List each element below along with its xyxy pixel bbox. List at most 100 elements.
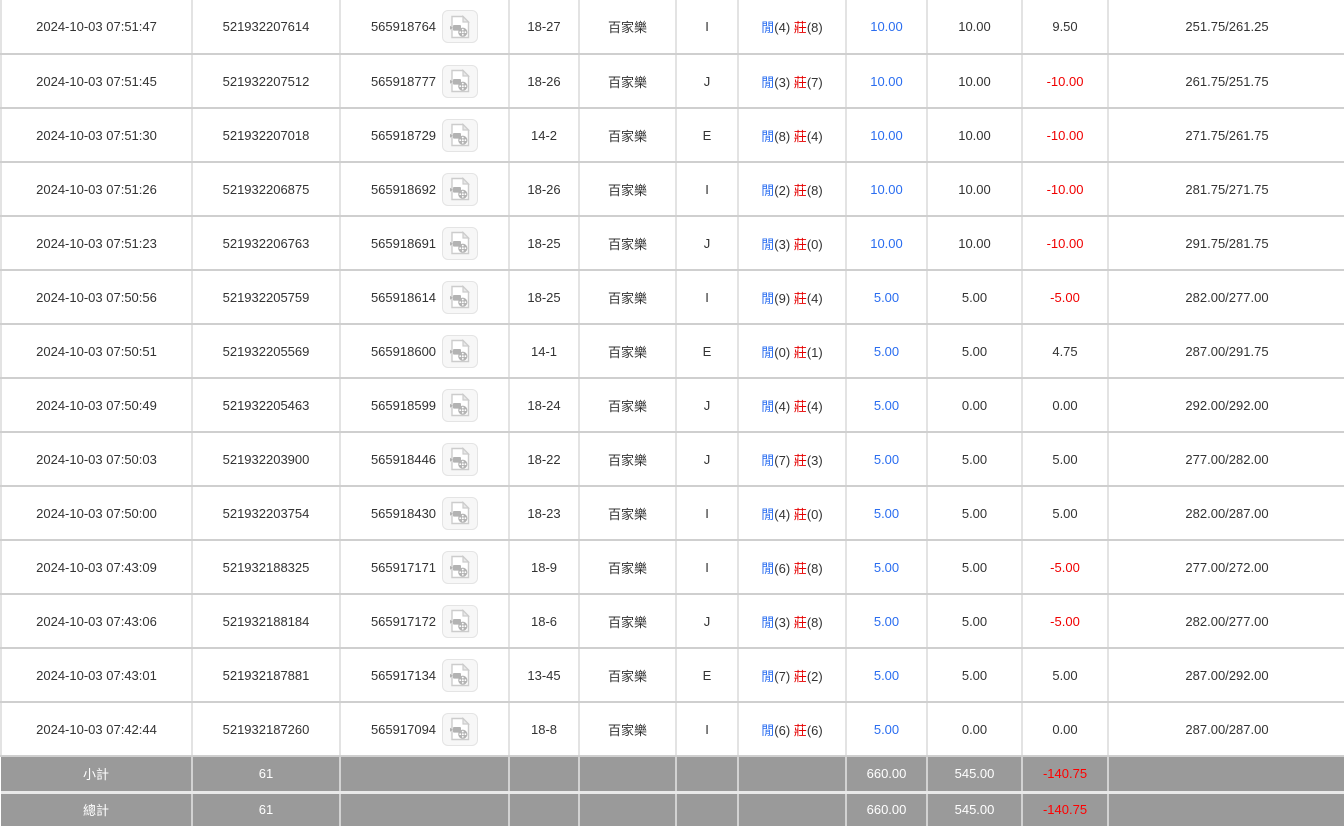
balance-before-after: 287.00/291.75 [1108,324,1344,379]
seat-letter: I [676,0,739,55]
video-replay-button[interactable] [442,550,479,584]
balance-before-after: 287.00/292.00 [1108,648,1344,703]
video-file-icon [450,555,470,579]
video-replay-button[interactable] [442,280,479,314]
bet-amount-link[interactable]: 5.00 [873,289,900,305]
valid-bet: 5.00 [927,432,1023,487]
banker-label: 莊 [793,614,807,630]
round-id: 565917094 [370,721,437,737]
bet-amount-link[interactable]: 10.00 [870,73,903,89]
game-type: 百家樂 [579,648,677,703]
bet-amount-link[interactable]: 5.00 [873,559,900,575]
video-replay-button[interactable] [442,712,479,746]
banker-score: (0) [806,506,823,522]
seat-letter: J [676,432,739,487]
bet-amount-link[interactable]: 5.00 [873,667,900,683]
bet-id: 521932205463 [192,378,341,433]
banker-label: 莊 [793,20,807,35]
round-id: 565918764 [370,19,437,34]
table-row: 2024-10-03 07:50:00 521932203754 5659184… [0,486,1344,541]
video-replay-button[interactable] [442,10,479,43]
balance-before-after: 271.75/261.75 [1108,108,1344,163]
winloss-cell: -5.00 [1022,594,1109,649]
bet-amount-link[interactable]: 5.00 [873,613,900,629]
seat-letter: J [676,594,739,649]
video-replay-button[interactable] [442,658,479,692]
winloss-cell: 5.00 [1022,486,1109,541]
bet-amount-link[interactable]: 5.00 [873,343,900,359]
winloss-value: 4.75 [1052,343,1078,359]
game-type: 百家樂 [579,324,677,379]
video-replay-button[interactable] [442,388,479,422]
player-score: (9) [774,290,794,306]
player-label: 閒 [761,344,775,360]
banker-label: 莊 [793,74,807,90]
game-type: 百家樂 [579,378,677,433]
total-valid: 545.00 [927,792,1023,826]
subtotal-winloss: -140.75 [1022,756,1109,794]
seat-letter: J [676,54,739,109]
winloss-cell: -10.00 [1022,216,1109,271]
banker-label: 莊 [793,344,807,360]
bet-amount-link[interactable]: 5.00 [873,721,900,737]
valid-bet: 5.00 [927,486,1023,541]
seat-letter: E [676,108,739,163]
game-type: 百家樂 [579,54,677,109]
table-round: 18-22 [509,432,580,487]
bet-amount-link[interactable]: 10.00 [870,181,903,197]
bet-time: 2024-10-03 07:51:47 [0,0,193,55]
video-replay-button[interactable] [442,64,479,98]
round-id: 565918729 [370,127,437,143]
game-type: 百家樂 [579,702,677,757]
round-cell: 565918691 [340,216,510,271]
bet-amount-link[interactable]: 10.00 [870,127,903,143]
seat-letter: I [676,162,739,217]
bet-amount-link[interactable]: 5.00 [873,451,900,467]
bet-amount-cell: 10.00 [846,216,928,271]
winloss-value: 0.00 [1052,721,1078,737]
bet-amount-cell: 5.00 [846,540,928,595]
round-cell: 565918614 [340,270,510,325]
video-replay-button[interactable] [442,172,479,206]
video-replay-button[interactable] [442,334,479,368]
winloss-value: 5.00 [1052,451,1078,467]
table-row: 2024-10-03 07:50:03 521932203900 5659184… [0,432,1344,487]
bet-time: 2024-10-03 07:50:51 [0,324,193,379]
total-count: 61 [192,792,341,826]
video-replay-button[interactable] [442,496,479,530]
player-label: 閒 [761,668,775,684]
video-replay-button[interactable] [442,118,479,152]
bet-time: 2024-10-03 07:50:49 [0,378,193,433]
player-score: (8) [774,128,794,144]
table-row: 2024-10-03 07:42:44 521932187260 5659170… [0,702,1344,757]
player-label: 閒 [761,614,775,630]
round-cell: 565918692 [340,162,510,217]
player-score: (6) [774,722,794,738]
video-replay-button[interactable] [442,604,479,638]
subtotal-bet: 660.00 [846,756,928,794]
subtotal-label: 小計 [1,756,193,794]
banker-score: (8) [806,560,823,576]
video-file-icon [450,393,470,417]
player-score: (2) [774,182,794,198]
video-replay-button[interactable] [442,442,479,476]
bet-amount-link[interactable]: 10.00 [870,19,903,34]
video-replay-button[interactable] [442,226,479,260]
winloss-value: 5.00 [1052,667,1078,683]
banker-label: 莊 [793,182,807,198]
winloss-cell: -5.00 [1022,270,1109,325]
banker-score: (4) [806,128,823,144]
bet-amount-cell: 5.00 [846,270,928,325]
bet-time: 2024-10-03 07:51:23 [0,216,193,271]
bet-amount-cell: 10.00 [846,0,928,55]
bet-amount-link[interactable]: 5.00 [873,397,900,413]
winloss-cell: -10.00 [1022,162,1109,217]
bet-amount-link[interactable]: 5.00 [873,505,900,521]
bet-id: 521932187260 [192,702,341,757]
bet-id: 521932188184 [192,594,341,649]
bet-amount-link[interactable]: 10.00 [870,235,903,251]
table-round: 18-25 [509,270,580,325]
round-id: 565918692 [370,181,437,197]
table-row: 2024-10-03 07:43:06 521932188184 5659171… [0,594,1344,649]
table-round: 18-25 [509,216,580,271]
